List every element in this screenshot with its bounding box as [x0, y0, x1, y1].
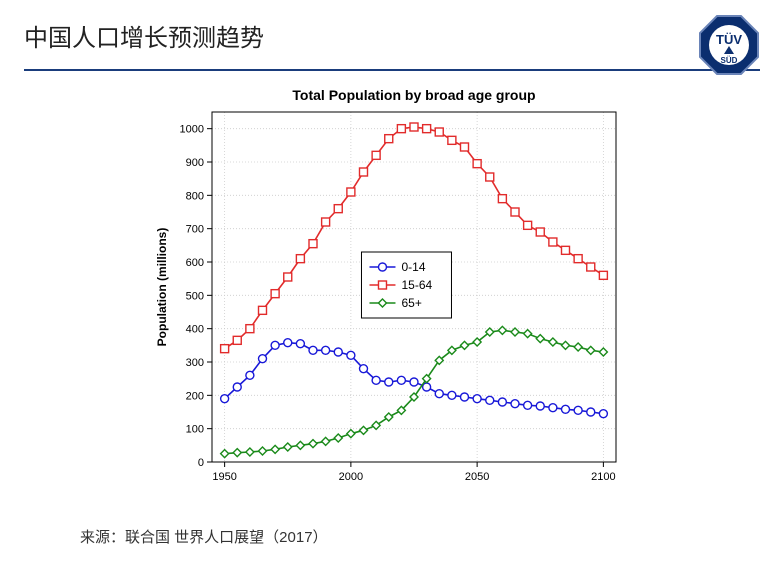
header-rule — [24, 69, 760, 71]
xtick-label: 2100 — [591, 471, 615, 483]
marker — [360, 365, 368, 373]
marker — [347, 351, 355, 359]
legend-label: 15-64 — [401, 278, 432, 292]
marker — [233, 336, 241, 344]
marker — [435, 390, 443, 398]
marker — [486, 173, 494, 181]
marker — [322, 346, 330, 354]
marker — [562, 405, 570, 413]
tuv-sud-logo: TÜV SÜD — [698, 14, 760, 76]
legend-label: 0-14 — [401, 260, 425, 274]
marker — [524, 401, 532, 409]
chart-container: 1950 2000 2050 2100 0 100 200 300 400 500 600 700 80… — [150, 82, 630, 502]
marker — [259, 306, 267, 314]
marker — [448, 136, 456, 144]
marker — [562, 246, 570, 254]
marker — [587, 408, 595, 416]
marker — [536, 402, 544, 410]
marker — [574, 406, 582, 414]
ytick-label: 1000 — [180, 124, 204, 136]
marker — [536, 228, 544, 236]
marker — [233, 383, 241, 391]
marker — [385, 135, 393, 143]
xtick-label: 2050 — [465, 471, 489, 483]
marker — [410, 123, 418, 131]
marker — [473, 395, 481, 403]
marker — [486, 396, 494, 404]
xtick-label: 2000 — [339, 471, 363, 483]
marker — [221, 395, 229, 403]
marker — [378, 263, 386, 271]
ytick-label: 800 — [186, 190, 204, 202]
ytick-label: 700 — [186, 224, 204, 236]
marker — [347, 188, 355, 196]
ytick-label: 100 — [186, 424, 204, 436]
marker — [587, 263, 595, 271]
marker — [334, 205, 342, 213]
marker — [378, 281, 386, 289]
marker — [360, 168, 368, 176]
marker — [549, 404, 557, 412]
marker — [296, 255, 304, 263]
marker — [246, 371, 254, 379]
logo-text-top: TÜV — [716, 32, 742, 47]
marker — [334, 348, 342, 356]
marker — [599, 410, 607, 418]
marker — [221, 345, 229, 353]
marker — [498, 195, 506, 203]
xtick-label: 1950 — [212, 471, 236, 483]
source-prefix: 来源： — [80, 529, 125, 546]
marker — [549, 238, 557, 246]
ytick-label: 900 — [186, 157, 204, 169]
marker — [524, 221, 532, 229]
marker — [448, 391, 456, 399]
marker — [385, 378, 393, 386]
marker — [498, 398, 506, 406]
header: 中国人口增长预测趋势 TÜV SÜD — [0, 0, 784, 61]
marker — [410, 378, 418, 386]
marker — [511, 208, 519, 216]
marker — [372, 376, 380, 384]
marker — [322, 218, 330, 226]
ytick-label: 0 — [198, 457, 204, 469]
marker — [309, 346, 317, 354]
logo-text-bottom: SÜD — [721, 56, 738, 65]
page-title: 中国人口增长预测趋势 — [24, 18, 760, 53]
marker — [284, 339, 292, 347]
legend-label: 65+ — [401, 296, 421, 310]
marker — [296, 340, 304, 348]
marker — [599, 271, 607, 279]
source-text: 联合国 世界人口展望（2017） — [125, 529, 328, 546]
y-axis-label: Population (millions) — [155, 228, 169, 347]
marker — [397, 125, 405, 133]
population-chart: 1950 2000 2050 2100 0 100 200 300 400 500 600 700 80… — [150, 82, 630, 502]
marker — [473, 160, 481, 168]
marker — [259, 355, 267, 363]
marker — [574, 255, 582, 263]
marker — [309, 240, 317, 248]
slide: 中国人口增长预测趋势 TÜV SÜD 1950 2000 2050 2100 0 100 2… — [0, 0, 784, 569]
marker — [372, 151, 380, 159]
ytick-label: 400 — [186, 324, 204, 336]
marker — [284, 273, 292, 281]
marker — [423, 383, 431, 391]
marker — [435, 128, 443, 136]
marker — [461, 143, 469, 151]
marker — [511, 400, 519, 408]
marker — [423, 125, 431, 133]
ytick-label: 600 — [186, 257, 204, 269]
marker — [461, 393, 469, 401]
ytick-label: 500 — [186, 290, 204, 302]
chart-title: Total Population by broad age group — [292, 87, 535, 103]
marker — [397, 376, 405, 384]
marker — [271, 341, 279, 349]
ytick-label: 200 — [186, 390, 204, 402]
marker — [271, 290, 279, 298]
ytick-label: 300 — [186, 357, 204, 369]
source-line: 来源：联合国 世界人口展望（2017） — [80, 526, 328, 547]
marker — [246, 325, 254, 333]
